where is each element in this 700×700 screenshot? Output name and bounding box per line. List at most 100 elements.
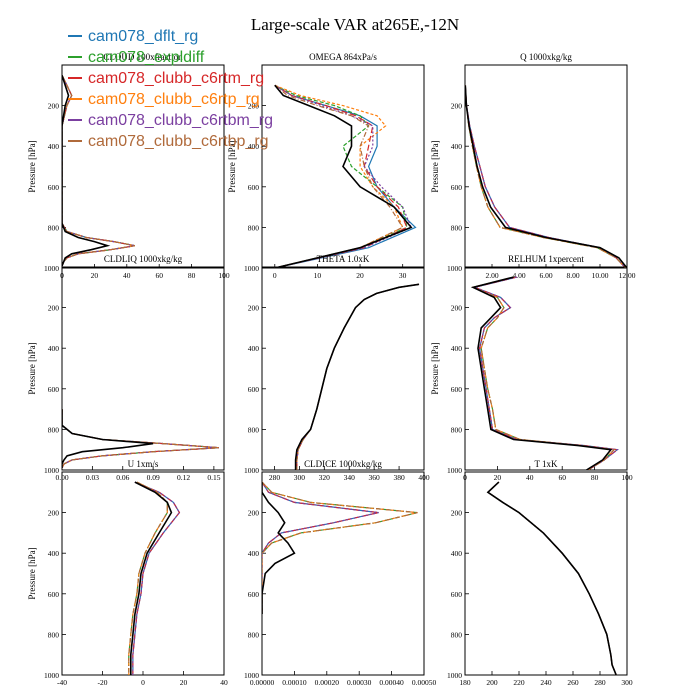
y-axis-label: Pressure [hPa]	[430, 140, 440, 192]
x-tick-label: 2.00	[485, 271, 498, 280]
series-line-4	[262, 481, 418, 615]
y-tick-label: 200	[248, 102, 260, 111]
series-line-3	[296, 283, 420, 470]
series-line-2	[128, 481, 168, 675]
legend-label: cam078_clubb_c6rtp_rg	[88, 91, 260, 108]
series-line-2	[262, 481, 418, 615]
y-tick-label: 1000	[244, 264, 259, 273]
y-tick-label: 800	[48, 630, 60, 639]
x-tick-label: 20	[356, 271, 364, 280]
x-tick-label: 60	[558, 473, 566, 482]
x-tick-label: 20	[494, 473, 502, 482]
legend-item: cam078_clubb_c6rtp_rg	[68, 91, 260, 108]
series-line-6	[465, 85, 627, 268]
y-tick-label: 800	[451, 425, 463, 434]
y-tick-label: 800	[248, 223, 260, 232]
y-tick-label: 1000	[44, 264, 59, 273]
legend-label: cam078_dflt_rg	[88, 28, 198, 45]
panel-frame	[464, 471, 628, 676]
legend: cam078_dflt_rg cam078_expldiff cam078_club…	[68, 28, 273, 150]
x-tick-label: 0.00000	[250, 678, 275, 687]
series-line-3	[465, 85, 627, 268]
x-tick-label: 0.00050	[412, 678, 437, 687]
x-tick-label: 10	[314, 271, 322, 280]
x-tick-label: 200	[486, 678, 498, 687]
series-line-3	[262, 481, 379, 615]
y-tick-label: 400	[48, 142, 60, 151]
y-tick-label: 600	[48, 183, 60, 192]
series-line-1	[262, 481, 379, 615]
y-tick-label: 600	[248, 590, 260, 599]
series-line-6	[262, 481, 418, 615]
panel-frame	[261, 266, 425, 471]
x-tick-label: 20	[91, 271, 99, 280]
panel-lines	[62, 409, 219, 469]
series-line-6	[296, 283, 420, 470]
series-line-6	[486, 481, 617, 675]
series-line-4	[296, 283, 420, 470]
legend-item: cam078_clubb_c6rtbm_rg	[68, 112, 273, 129]
y-tick-label: 400	[248, 344, 260, 353]
series-line-5	[296, 283, 420, 470]
x-tick-label: 40	[123, 271, 131, 280]
x-tick-label: 380	[393, 473, 405, 482]
legend-item: cam078_expldiff	[68, 49, 205, 66]
x-tick-label: -40	[57, 678, 67, 687]
series-line-3	[274, 84, 408, 268]
reference-line	[62, 409, 154, 468]
y-axis-label: Pressure [hPa]	[27, 547, 37, 599]
series-line-4	[274, 84, 404, 268]
y-tick-label: 600	[451, 590, 463, 599]
y-tick-label: 400	[248, 549, 260, 558]
reference-line	[62, 74, 111, 267]
y-tick-label: 600	[248, 385, 260, 394]
y-tick-label: 600	[248, 183, 260, 192]
series-line-6	[128, 481, 168, 675]
x-tick-label: 0.03	[86, 473, 99, 482]
y-tick-label: 200	[48, 509, 60, 518]
panel-3: Q 1000xkg/kg2.00 4.00 6.00 8.00 10.00 12.0020…	[430, 52, 636, 280]
panel-8: CLDICE 1000xkg/kg 0.00000 0.00010 0.00020 0.…	[244, 459, 436, 687]
reference-line	[294, 283, 420, 470]
series-line-4	[471, 276, 616, 470]
x-tick-label: 40	[220, 678, 228, 687]
x-tick-label: 0	[141, 678, 145, 687]
panel-lines	[470, 276, 619, 470]
y-tick-label: 400	[451, 344, 463, 353]
y-tick-label: 1000	[244, 671, 259, 680]
x-tick-label: 0.06	[116, 473, 129, 482]
x-tick-label: 80	[591, 473, 599, 482]
series-line-5	[486, 481, 617, 675]
x-tick-label: 240	[540, 678, 552, 687]
legend-label: cam078_expldiff	[88, 49, 205, 66]
series-line-2	[471, 276, 616, 470]
x-tick-label: 10.00	[592, 271, 609, 280]
panel-lines	[128, 481, 181, 675]
x-tick-label: 280	[594, 678, 606, 687]
reference-line	[274, 84, 413, 268]
x-tick-label: 80	[188, 271, 196, 280]
reference-line	[470, 276, 613, 470]
x-tick-label: 4.00	[512, 271, 525, 280]
series-line-6	[274, 84, 404, 268]
y-tick-label: 600	[48, 590, 60, 599]
x-tick-label: 300	[294, 473, 306, 482]
panel-title: CLOUD 100xfraction	[103, 52, 183, 62]
x-tick-label: 360	[369, 473, 381, 482]
y-axis-label: Pressure [hPa]	[227, 140, 237, 192]
series-line-1	[472, 276, 619, 470]
reference-line	[486, 481, 617, 675]
panel-title: OMEGA 864xPa/s	[309, 52, 377, 62]
panel-title: CLDLIQ 1000xkg/kg	[104, 254, 183, 264]
panel-title: Q 1000xkg/kg	[520, 52, 572, 62]
series-line-3	[486, 481, 617, 675]
panel-frame	[261, 471, 425, 676]
y-tick-label: 1000	[244, 466, 259, 475]
x-tick-label: 8.00	[566, 271, 579, 280]
panel-4: CLDLIQ 1000xkg/kg0.00 0.03 0.06 0.09 0.12 0.1…	[27, 254, 225, 482]
series-line-1	[465, 85, 627, 268]
panel-title: T 1xK	[534, 459, 558, 469]
